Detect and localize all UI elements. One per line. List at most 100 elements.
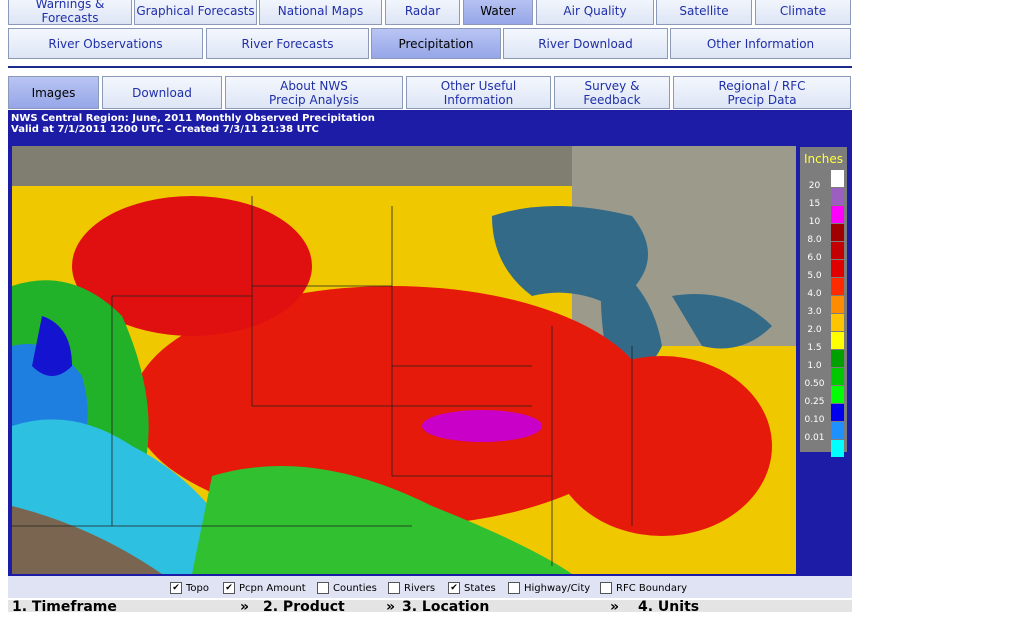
nav-button[interactable]: About NWS Precip Analysis (225, 76, 403, 109)
button-label: Satellite (679, 3, 729, 18)
legend-label: 0.50 (804, 379, 825, 389)
legend-swatch (831, 296, 844, 313)
nav-button[interactable]: National Maps (259, 0, 382, 25)
nav-button[interactable]: Graphical Forecasts (134, 0, 257, 25)
legend-label: 1.0 (807, 361, 822, 371)
button-label: River Observations (48, 36, 163, 51)
checkbox-label: Pcpn Amount (239, 582, 306, 594)
nav-button[interactable]: Precipitation (371, 28, 501, 59)
legend-swatch (831, 314, 844, 331)
button-label: Graphical Forecasts (136, 3, 255, 18)
button-label: Information (443, 92, 514, 107)
legend-label: 10 (808, 217, 821, 227)
button-label: National Maps (277, 3, 364, 18)
checkbox-option[interactable]: Highway/City (508, 582, 590, 594)
checkbox[interactable] (388, 582, 400, 594)
nav-button[interactable]: Air Quality (536, 0, 654, 25)
button-label: Precip Analysis (269, 92, 359, 107)
checkbox-option[interactable]: Counties (317, 582, 377, 594)
nav-button[interactable]: Images (8, 76, 99, 109)
nav-button[interactable]: Regional / RFC Precip Data (673, 76, 851, 109)
step-label: » (386, 599, 396, 615)
checkbox-option[interactable]: ✔ Pcpn Amount (223, 582, 306, 594)
legend-title: Inches (804, 152, 843, 166)
button-label: Air Quality (563, 3, 627, 18)
nav-button[interactable]: Climate (755, 0, 851, 25)
button-label: Images (31, 85, 76, 100)
legend-swatch (831, 404, 844, 421)
legend-label: 8.0 (807, 235, 822, 245)
nav-button[interactable]: Other Useful Information (406, 76, 551, 109)
button-label: About NWS (280, 78, 348, 93)
checkbox-label: States (464, 582, 496, 594)
checkbox[interactable]: ✔ (448, 582, 460, 594)
button-label: Forecasts (41, 10, 99, 25)
checkbox-label: Counties (333, 582, 377, 594)
checkbox[interactable] (317, 582, 329, 594)
checkbox-label: RFC Boundary (616, 582, 688, 594)
map-subtitle: Valid at 7/1/2011 1200 UTC - Created 7/3… (11, 124, 319, 135)
legend-swatch (831, 260, 844, 277)
nav-button[interactable]: Water (463, 0, 533, 25)
legend-label: 0.25 (804, 397, 825, 407)
legend-swatch (831, 224, 844, 241)
legend-label: 5.0 (807, 271, 822, 281)
legend-swatch (831, 350, 844, 367)
checkbox[interactable]: ✔ (170, 582, 182, 594)
button-label: Survey & (584, 78, 640, 93)
legend-swatch (831, 188, 844, 205)
legend-label: 0.10 (804, 415, 825, 425)
button-label: Precip Data (727, 92, 797, 107)
layer-options: ✔ Topo ✔ Pcpn Amount Counties Rivers ✔ States Hi… (8, 576, 852, 598)
legend-swatch (831, 440, 844, 457)
map-title: NWS Central Region: June, 2011 Monthly O… (11, 113, 375, 124)
nav-button[interactable]: River Download (503, 28, 668, 59)
nav-button[interactable]: Warnings & Forecasts (8, 0, 132, 25)
checkbox[interactable] (600, 582, 612, 594)
steps-bar: 1. Timeframe » 2. Product » 3. Location » 4. U… (8, 599, 852, 615)
button-label: River Forecasts (241, 36, 334, 51)
nav-button[interactable]: River Forecasts (206, 28, 369, 59)
checkbox[interactable]: ✔ (223, 582, 235, 594)
nav-button[interactable]: Download (102, 76, 222, 109)
legend-swatch (831, 206, 844, 223)
legend-swatch (831, 332, 844, 349)
step-label: 1. Timeframe (12, 599, 117, 615)
checkbox-option[interactable]: ✔ States (448, 582, 496, 594)
checkbox-label: Rivers (404, 582, 436, 594)
legend-label: 15 (808, 199, 821, 209)
checkbox-label: Topo (186, 582, 209, 594)
legend-swatch (831, 170, 844, 187)
nav-button[interactable]: Satellite (656, 0, 752, 25)
nav-button[interactable]: Radar (385, 0, 460, 25)
nav-button[interactable]: Other Information (670, 28, 851, 59)
checkbox-label: Highway/City (524, 582, 591, 594)
legend-label: 20 (808, 181, 821, 191)
step-label: 2. Product (263, 599, 345, 615)
legend-label: 4.0 (807, 289, 822, 299)
legend-swatch (831, 422, 844, 439)
step-label: » (610, 599, 620, 615)
checkbox-option[interactable]: Rivers (388, 582, 435, 594)
legend-label: 3.0 (807, 307, 822, 317)
checkbox-option[interactable]: ✔ Topo (170, 582, 209, 594)
nav-button[interactable]: Survey & Feedback (554, 76, 670, 109)
checkbox-option[interactable]: RFC Boundary (600, 582, 687, 594)
nav-button[interactable]: River Observations (8, 28, 203, 59)
legend-label: 2.0 (807, 325, 822, 335)
button-label: Feedback (583, 92, 641, 107)
legend-swatch (831, 242, 844, 259)
button-label: Water (480, 3, 516, 18)
precip-map (12, 146, 796, 574)
button-label: Climate (779, 3, 827, 18)
button-label: Other Useful (440, 78, 517, 93)
legend-swatch (831, 368, 844, 385)
legend: Inches 20 15 10 8.0 6.0 5.0 4.0 3.0 2.0 1.5 1.0 0.5… (800, 147, 847, 457)
button-label: River Download (538, 36, 633, 51)
button-label: Download (132, 85, 192, 100)
button-label: Other Information (706, 36, 815, 51)
legend-label: 0.01 (804, 433, 825, 443)
checkbox[interactable] (508, 582, 520, 594)
button-label: Warnings & (35, 0, 105, 11)
